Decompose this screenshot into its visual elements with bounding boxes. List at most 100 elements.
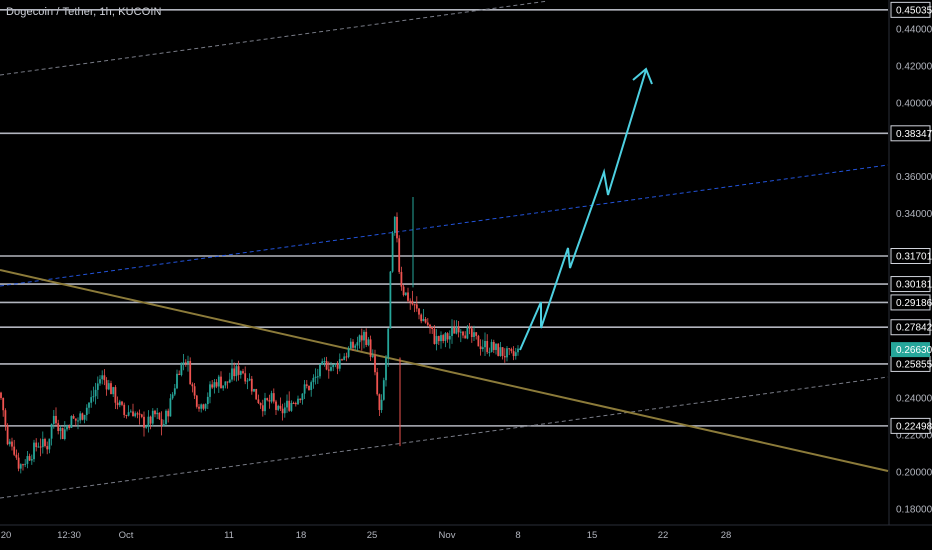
candle-body — [26, 456, 29, 464]
candle-body — [231, 368, 233, 380]
candle-body — [246, 380, 249, 382]
candle-body — [107, 383, 110, 390]
candle-body — [477, 335, 480, 347]
level-price-label: 0.29186 — [896, 298, 932, 309]
candle-body — [250, 378, 253, 392]
candle-body — [268, 400, 271, 402]
candle-body — [4, 410, 7, 426]
candle-body — [341, 359, 343, 361]
candle-body — [275, 401, 277, 410]
candle-body — [475, 332, 478, 336]
candle-body — [371, 355, 374, 357]
candle-body — [224, 381, 227, 386]
candle-body — [158, 412, 161, 420]
candle-body — [358, 335, 361, 343]
candle-body — [61, 427, 64, 440]
candle-body — [418, 308, 420, 315]
descending-trendline — [0, 269, 889, 472]
level-price-label: 0.31701 — [896, 251, 932, 262]
candle-body — [442, 335, 445, 341]
candle-body — [433, 329, 436, 344]
price-tick-label: 0.36000 — [896, 172, 932, 183]
candle-body — [39, 446, 42, 448]
candle-body — [330, 367, 332, 371]
candle-body — [217, 376, 220, 387]
candle-body — [376, 372, 379, 395]
candle-body — [202, 404, 205, 409]
candle-body — [118, 401, 121, 406]
candle-body — [303, 384, 306, 394]
candle-body — [253, 388, 255, 392]
candle-body — [8, 441, 11, 445]
candle-body — [129, 411, 132, 413]
candle-body — [431, 327, 434, 330]
candle-body — [235, 366, 238, 377]
candle-body — [319, 364, 321, 377]
candle-body — [81, 413, 84, 420]
candle-body — [347, 348, 350, 357]
candle-body — [187, 361, 189, 364]
candle-body — [402, 286, 405, 296]
candle-body — [85, 407, 88, 415]
candle-body — [134, 413, 137, 417]
current-price-label: 0.26630 — [896, 345, 932, 356]
candle-body — [182, 362, 185, 364]
candle-body — [473, 332, 475, 337]
candle-body — [378, 394, 381, 411]
candle-body — [37, 446, 40, 448]
candle-body — [327, 369, 330, 371]
candle-body — [154, 410, 156, 415]
candle-body — [435, 336, 438, 344]
candle-body — [244, 373, 247, 382]
candle-body — [105, 380, 108, 390]
candle-body — [11, 441, 13, 447]
level-price-tag — [890, 247, 931, 264]
candle-body — [495, 343, 497, 350]
candle-body — [286, 400, 288, 408]
price-tick-label: 0.44000 — [896, 24, 932, 35]
candle-body — [437, 336, 440, 342]
candle-body — [48, 438, 51, 450]
candle-body — [281, 408, 284, 414]
candle-body — [389, 271, 392, 329]
candle-body — [356, 342, 359, 346]
levels-layer — [0, 9, 888, 427]
candle-body — [101, 375, 104, 380]
candle-body — [448, 335, 451, 340]
candle-body — [176, 373, 178, 389]
price-tick-label: 0.20000 — [896, 468, 932, 479]
candle-body — [68, 425, 71, 428]
candle-body — [396, 216, 398, 239]
candle-body — [391, 232, 394, 272]
candle-body — [393, 216, 396, 233]
candle-body — [429, 324, 431, 328]
candle-body — [468, 327, 471, 329]
candle-body — [512, 351, 515, 357]
candle-body — [422, 318, 425, 322]
candle-body — [367, 339, 370, 345]
candle-body — [160, 419, 163, 426]
candle-body — [195, 395, 198, 407]
candle-body — [294, 403, 297, 405]
level-price-label: 0.30181 — [896, 280, 932, 291]
candle-body — [19, 464, 22, 469]
level-price-tag — [890, 276, 931, 293]
candle-body — [184, 362, 187, 364]
candle-body — [222, 385, 225, 389]
candle-body — [237, 366, 240, 375]
drawings-layer — [0, 0, 889, 499]
candle-body — [220, 376, 222, 389]
candle-body — [96, 383, 99, 390]
price-axis: 0.44000 0.42000 0.40000 0.36000 0.34000 0.240… — [888, 0, 932, 525]
candle-body — [301, 393, 304, 401]
level-price-label: 0.27842 — [896, 323, 932, 334]
time-tick-label: 28 — [721, 530, 732, 541]
candle-body — [57, 423, 60, 432]
candle-body — [369, 339, 372, 357]
level-price-tag — [890, 1, 931, 18]
level-price-label: 0.22498 — [896, 421, 932, 432]
channel-mid-dashed — [0, 164, 889, 287]
candle-body — [466, 327, 469, 339]
candle-body — [459, 331, 462, 333]
